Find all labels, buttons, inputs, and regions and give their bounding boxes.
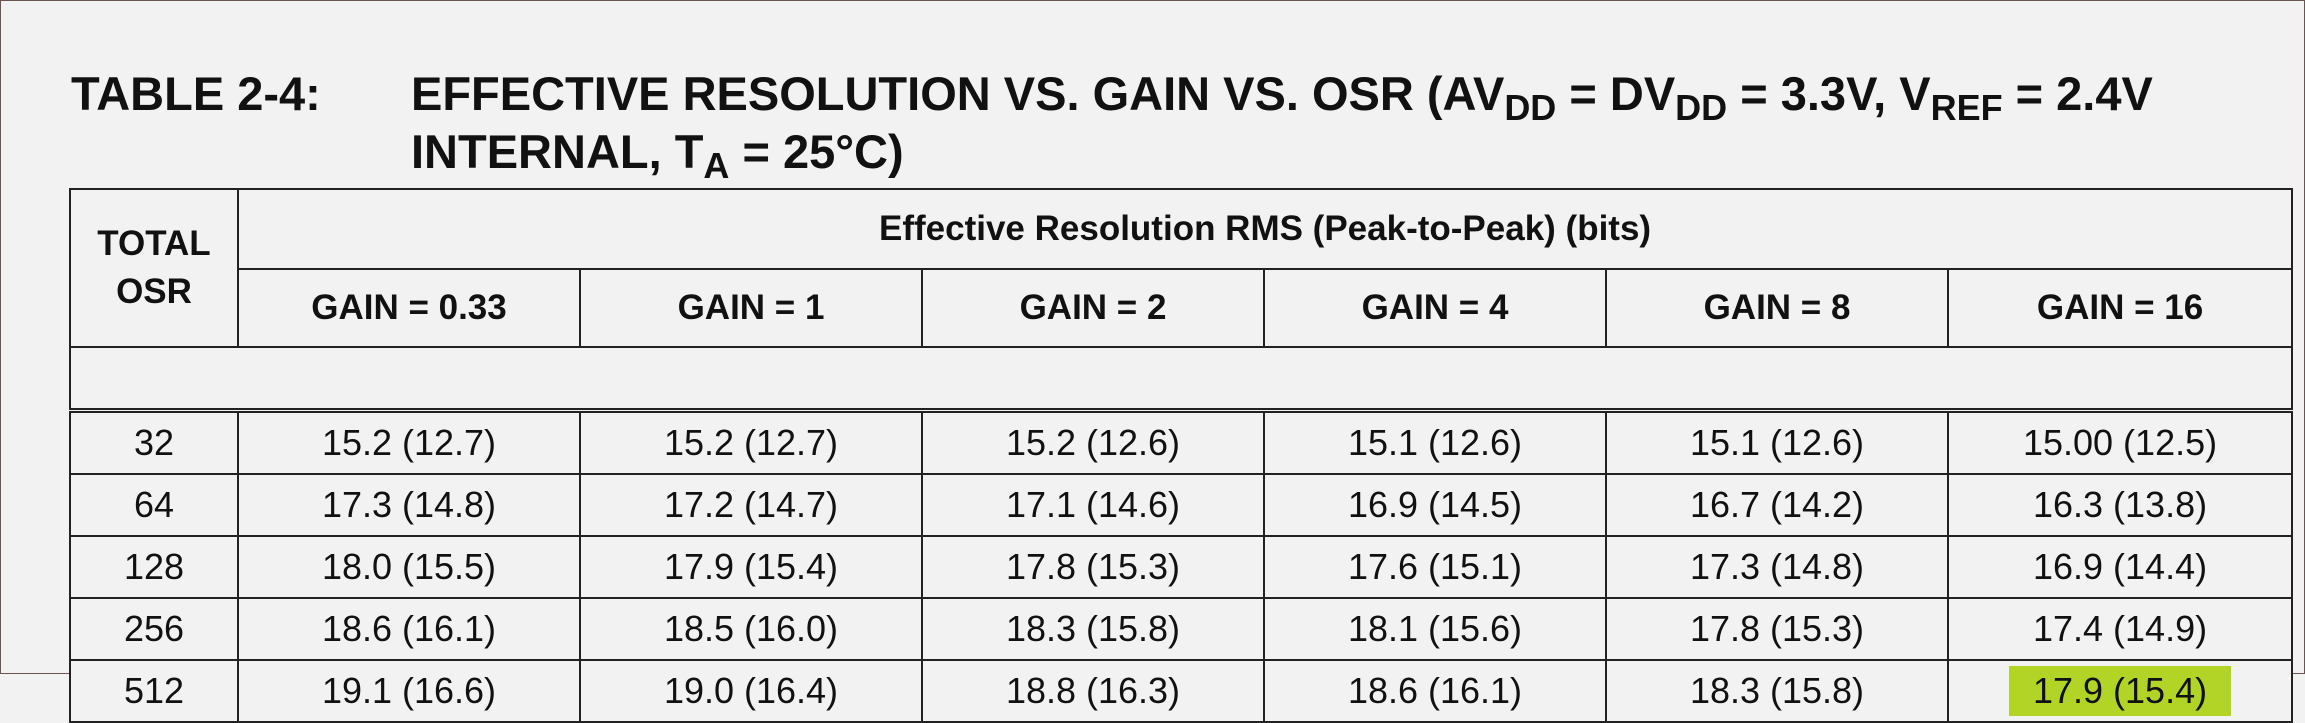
title-text-part: EFFECTIVE RESOLUTION VS. GAIN VS. OSR (A… [411,67,1505,120]
title-text-part: = DV [1556,67,1676,120]
value-cell: 17.4 (14.9) [1946,597,2294,661]
gain-header: GAIN = 0.33 [237,268,581,348]
table-row: 256 18.6 (16.1) 18.5 (16.0) 18.3 (15.8) … [69,597,2294,661]
gain-header: GAIN = 1 [579,268,923,348]
group-header: Effective Resolution RMS (Peak-to-Peak) … [236,188,2294,270]
value-cell: 19.1 (16.6) [237,659,581,723]
value-cell: 18.6 (16.1) [1263,659,1607,723]
title-subscript: DD [1675,87,1728,128]
value-cell: 18.3 (15.8) [1605,659,1949,723]
table-row: 512 19.1 (16.6) 19.0 (16.4) 18.8 (16.3) … [69,659,2294,723]
value-cell: 17.8 (15.3) [1605,597,1949,661]
osr-cell: 256 [69,597,239,661]
value-cell: 18.6 (16.1) [237,597,581,661]
table-title-line-1: EFFECTIVE RESOLUTION VS. GAIN VS. OSR (A… [411,65,2305,126]
title-subscript: DD [1504,87,1557,128]
title-subscript: REF [1930,87,2003,128]
title-subscript: A [703,145,730,186]
value-cell: 17.3 (14.8) [237,473,581,537]
osr-header-line-1: TOTAL [97,224,211,263]
value-cell: 15.2 (12.7) [579,409,923,475]
value-cell: 15.1 (12.6) [1605,409,1949,475]
gain-header: GAIN = 16 [1946,268,2294,348]
value-cell: 18.1 (15.6) [1263,597,1607,661]
osr-cell: 32 [69,409,239,475]
table-row: 32 15.2 (12.7) 15.2 (12.7) 15.2 (12.6) 1… [69,409,2294,475]
value-cell: 15.2 (12.7) [237,409,581,475]
value-cell: 17.3 (14.8) [1605,535,1949,599]
value-cell: 19.0 (16.4) [579,659,923,723]
header-separator [68,346,2294,413]
osr-cell: 512 [69,659,239,723]
osr-column-header: TOTAL OSR [69,188,239,348]
separator-cell [68,346,2294,413]
value-cell: 15.2 (12.6) [921,409,1265,475]
value-cell: 16.9 (14.5) [1263,473,1607,537]
osr-cell: 64 [69,473,239,537]
value-cell: 15.00 (12.5) [1946,409,2294,475]
table-title: EFFECTIVE RESOLUTION VS. GAIN VS. OSR (A… [411,65,2305,184]
gain-header: GAIN = 2 [921,268,1265,348]
table-row: 64 17.3 (14.8) 17.2 (14.7) 17.1 (14.6) 1… [69,473,2294,537]
value-cell: 18.8 (16.3) [921,659,1265,723]
value-cell: 16.9 (14.4) [1946,535,2294,599]
value-cell: 16.3 (13.8) [1946,473,2294,537]
value-cell: 17.9 (15.4) [579,535,923,599]
value-cell: 17.8 (15.3) [921,535,1265,599]
table-number: TABLE 2-4: [71,67,321,120]
value-cell: 18.3 (15.8) [921,597,1265,661]
header-row-gains: GAIN = 0.33 GAIN = 1 GAIN = 2 GAIN = 4 G… [70,268,2294,348]
osr-cell: 128 [69,535,239,599]
highlighted-cell: 17.9 (15.4) [1946,659,2294,723]
title-text-part: INTERNAL, T [411,125,704,178]
title-text-part: = 3.3V, V [1727,67,1931,120]
title-text-part: = 2.4V [2002,67,2153,120]
value-cell: 17.1 (14.6) [921,473,1265,537]
osr-header-line-2: OSR [116,272,192,311]
value-cell: 18.0 (15.5) [237,535,581,599]
value-cell: 16.7 (14.2) [1605,473,1949,537]
gain-header: GAIN = 8 [1605,268,1949,348]
header-row-group: TOTAL OSR Effective Resolution RMS (Peak… [69,188,2294,348]
gain-header: GAIN = 4 [1263,268,1607,348]
resolution-table: TOTAL OSR Effective Resolution RMS (Peak… [68,188,2294,723]
title-text-part: = 25°C) [729,125,904,178]
table-title-line-2: INTERNAL, TA = 25°C) [411,123,2305,184]
value-cell: 17.6 (15.1) [1263,535,1607,599]
table-row: 128 18.0 (15.5) 17.9 (15.4) 17.8 (15.3) … [69,535,2294,599]
value-cell: 15.1 (12.6) [1263,409,1607,475]
value-cell: 17.2 (14.7) [579,473,923,537]
value-cell: 18.5 (16.0) [579,597,923,661]
